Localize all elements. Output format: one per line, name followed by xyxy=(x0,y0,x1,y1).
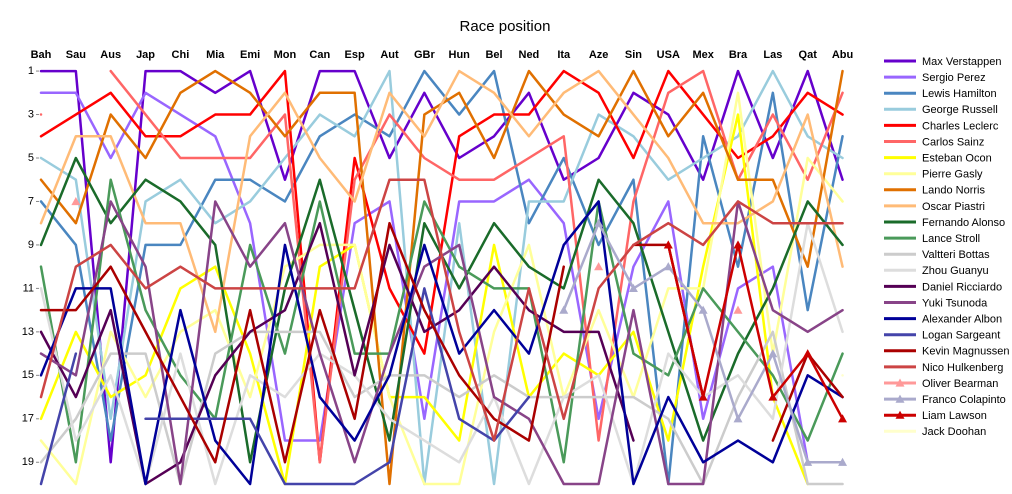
x-tick-label: USA xyxy=(657,49,680,61)
legend-label: Jack Doohan xyxy=(922,426,986,438)
point-marker xyxy=(663,240,673,249)
x-tick-label: Qat xyxy=(799,49,818,61)
series-line xyxy=(39,69,844,334)
legend-label: Sergio Perez xyxy=(922,72,986,84)
legend-marker xyxy=(895,378,905,387)
series-line xyxy=(39,69,844,486)
series-line xyxy=(39,178,844,442)
chart-title: Race position xyxy=(460,18,551,35)
series-line xyxy=(39,113,809,486)
series-line xyxy=(39,221,565,464)
x-tick-label: Mia xyxy=(206,49,225,61)
x-tick-label: Ned xyxy=(519,49,540,61)
series-line xyxy=(667,243,844,421)
y-tick-label: 17 xyxy=(22,413,34,425)
x-tick-label: Ita xyxy=(557,49,571,61)
legend-label: Alexander Albon xyxy=(922,314,1002,326)
series-line xyxy=(144,287,531,486)
series-line xyxy=(39,200,844,486)
y-tick-label: 9 xyxy=(28,239,34,251)
legend-label: Franco Colapinto xyxy=(922,394,1006,406)
point-marker xyxy=(71,196,81,206)
y-tick-label: 15 xyxy=(22,369,34,381)
x-tick-label: Sau xyxy=(66,49,86,61)
legend-label: Oscar Piastri xyxy=(922,201,985,213)
legend-label: Lewis Hamilton xyxy=(922,88,997,100)
point-marker xyxy=(733,414,743,423)
y-tick-label: 19 xyxy=(22,456,34,468)
point-marker xyxy=(733,240,743,249)
legend-label: Zhou Guanyu xyxy=(922,265,989,277)
legend-marker xyxy=(895,410,905,419)
x-tick-label: Abu xyxy=(832,49,853,61)
point-marker xyxy=(698,305,708,314)
y-tick-label: 13 xyxy=(22,326,34,338)
point-marker xyxy=(838,457,848,466)
point-marker xyxy=(768,392,778,401)
x-tick-label: Chi xyxy=(172,49,190,61)
y-tick-label: 5 xyxy=(28,152,34,164)
y-tick-label: 11 xyxy=(23,282,34,294)
y-tick-label: 7 xyxy=(28,195,34,207)
point-marker xyxy=(838,414,848,423)
x-tick-label: Esp xyxy=(345,49,365,61)
series-line xyxy=(39,352,78,486)
legend-label: Valtteri Bottas xyxy=(922,249,990,261)
point-marker xyxy=(698,392,708,401)
legend-label: Lance Stroll xyxy=(922,233,980,245)
point-marker xyxy=(628,283,638,292)
x-tick-label: Mex xyxy=(692,49,714,61)
legend-label: Charles Leclerc xyxy=(922,120,999,132)
x-tick-label: Mon xyxy=(274,49,297,61)
point-marker xyxy=(663,262,673,271)
series-line xyxy=(39,91,844,464)
series-line xyxy=(39,69,844,464)
series-line xyxy=(109,69,844,464)
legend-label: Fernando Alonso xyxy=(922,217,1005,229)
point-marker xyxy=(803,457,813,466)
legend-label: Oliver Bearman xyxy=(922,378,998,390)
point-marker xyxy=(594,218,604,227)
x-tick-label: Bra xyxy=(729,49,748,61)
x-tick-label: Aze xyxy=(589,49,609,61)
x-tick-label: Emi xyxy=(240,49,260,61)
legend-marker xyxy=(895,394,905,403)
x-tick-label: Hun xyxy=(449,49,471,61)
point-marker xyxy=(803,349,813,358)
legend-label: Max Verstappen xyxy=(922,56,1002,68)
x-tick-label: Jap xyxy=(136,49,155,61)
x-tick-label: GBr xyxy=(414,49,436,61)
series-line xyxy=(39,330,844,486)
legend-label: Nico Hulkenberg xyxy=(922,362,1003,374)
legend-label: Lando Norris xyxy=(922,185,985,197)
legend-label: Daniel Ricciardo xyxy=(922,281,1002,293)
legend-label: Pierre Gasly xyxy=(922,169,983,181)
series-line xyxy=(39,221,844,486)
y-tick-label: 1 xyxy=(28,65,34,77)
x-tick-label: Sin xyxy=(625,49,642,61)
point-marker xyxy=(733,305,743,314)
legend-label: George Russell xyxy=(922,104,998,116)
x-tick-label: Bel xyxy=(485,49,502,61)
legend-label: Esteban Ocon xyxy=(922,153,992,165)
legend-label: Logan Sargeant xyxy=(922,330,1000,342)
series-line xyxy=(39,178,844,464)
point-marker xyxy=(768,349,778,358)
legend-label: Kevin Magnussen xyxy=(922,346,1009,358)
legend-label: Yuki Tsunoda xyxy=(922,297,988,309)
x-tick-label: Can xyxy=(309,49,330,61)
x-tick-label: Aus xyxy=(100,49,121,61)
point-marker xyxy=(559,305,569,314)
legend-label: Liam Lawson xyxy=(922,410,987,422)
x-tick-label: Bah xyxy=(31,49,52,61)
x-tick-label: Aut xyxy=(380,49,399,61)
legend-label: Carlos Sainz xyxy=(922,136,984,148)
point-marker xyxy=(594,262,604,271)
y-tick-label: 3 xyxy=(28,108,34,120)
x-tick-label: Las xyxy=(763,49,782,61)
